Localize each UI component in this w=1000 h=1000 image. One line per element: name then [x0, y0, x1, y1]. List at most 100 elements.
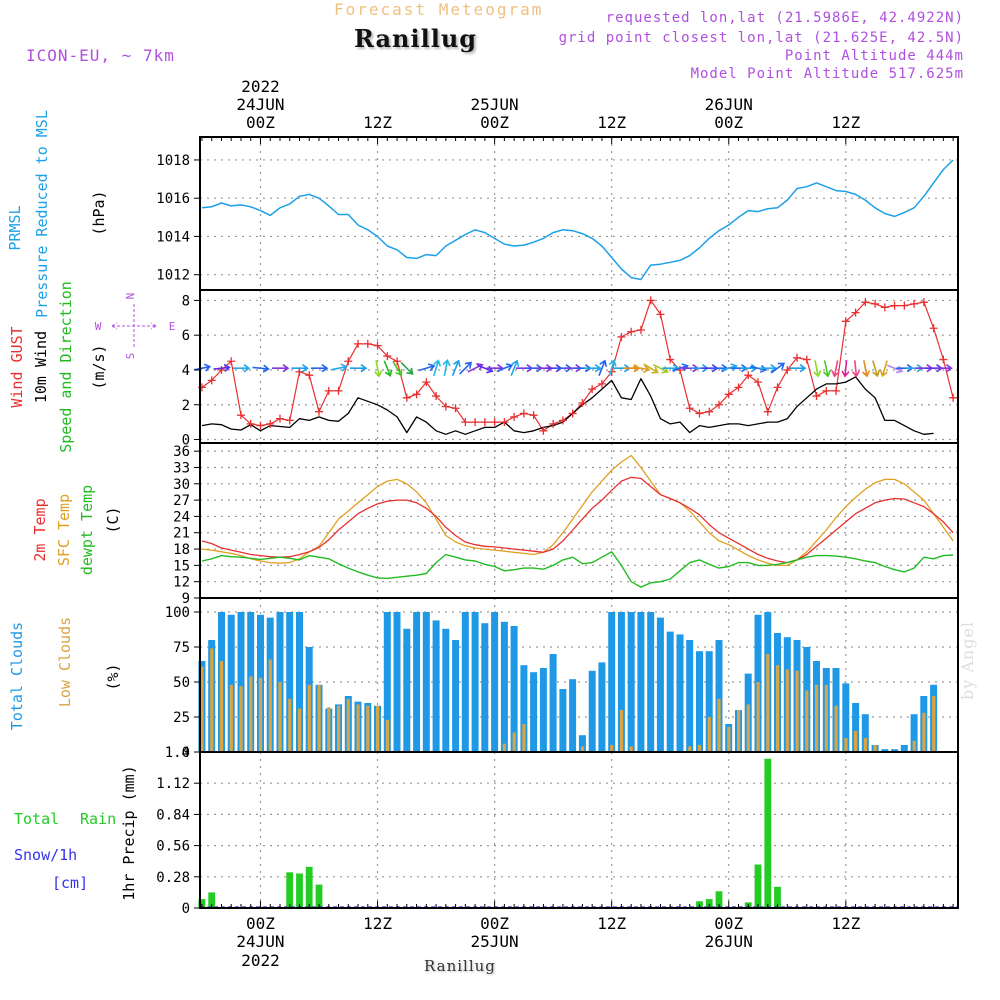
gust-marker [256, 421, 265, 430]
total-clouds-bar [539, 668, 547, 752]
low-clouds-bar [366, 705, 370, 752]
wind-ytick-label: 4 [182, 363, 190, 379]
gust-marker [773, 383, 782, 392]
total-clouds-bar [715, 640, 723, 752]
total-clouds-bar [705, 651, 713, 752]
precip-label-axis: 1hr Precip (mm) [120, 765, 138, 900]
total-clouds-bar [578, 735, 586, 752]
wind-direction-arrow [759, 364, 778, 373]
bottom-hour-label: 12Z [831, 914, 860, 933]
wind-direction-arrow [510, 359, 520, 376]
gust-marker [812, 392, 821, 401]
low-clouds-bar [317, 684, 321, 752]
pressure-ytick-label: 1016 [156, 191, 190, 207]
gust-marker [236, 411, 245, 420]
temperature-panel-bg [200, 443, 958, 598]
wind-direction-arrow [935, 364, 953, 373]
gust-marker [519, 409, 528, 418]
wind-ytick-label: 0 [182, 433, 190, 449]
low-clouds-bar [239, 686, 243, 752]
precipitation-ytick-label: 0.56 [156, 839, 190, 855]
pressure-label-unit: (hPa) [90, 190, 108, 235]
low-clouds-bar [249, 676, 253, 752]
precipitation-ytick-label: 0.84 [156, 807, 190, 823]
gust-marker [324, 386, 333, 395]
gust-marker [714, 400, 723, 409]
low-clouds-bar [307, 684, 311, 752]
gust-marker [334, 386, 343, 395]
pressure-label-prmsl: PRMSL [6, 205, 24, 250]
bottom-date-label: 26JUN [705, 932, 753, 951]
low-clouds-bar [805, 690, 809, 752]
temperature-ytick-label: 36 [173, 444, 190, 460]
requested-coordinates: requested lon,lat (21.5986E, 42.4922N) [605, 10, 964, 26]
gust-marker [705, 407, 714, 416]
gust-marker [802, 355, 811, 364]
total-clouds-bar [286, 612, 294, 752]
gust-marker [646, 296, 655, 305]
low-clouds-bar [776, 665, 780, 752]
gust-marker [285, 416, 294, 425]
total-clouds-bar [842, 683, 850, 752]
bottom-date-label: 24JUN [236, 932, 284, 951]
gust-marker [422, 378, 431, 387]
gust-marker [354, 339, 363, 348]
wind-direction-arrow [433, 359, 442, 377]
low-clouds-bar [932, 696, 936, 752]
gust-marker [578, 399, 587, 408]
wind-direction-arrow [879, 360, 888, 378]
rain-bar [774, 886, 781, 908]
temp-label-dewpt: dewpt Temp [78, 485, 96, 575]
total-clouds-bar [852, 703, 860, 752]
gust-marker [636, 325, 645, 334]
wind-direction-arrow [841, 360, 850, 378]
gust-marker [539, 426, 548, 435]
temp-label-2m: 2m Temp [31, 498, 49, 561]
low-clouds-bar [922, 712, 926, 752]
temperature-ytick-label: 21 [173, 526, 190, 542]
total-clouds-bar [656, 617, 664, 752]
bottom-hour-label: 12Z [363, 914, 392, 933]
gust-marker [305, 371, 314, 380]
total-clouds-bar [491, 612, 499, 752]
gust-marker [344, 357, 353, 366]
wind-direction-arrow [822, 360, 832, 378]
total-clouds-bar [530, 672, 538, 752]
low-clouds-bar [610, 745, 614, 752]
low-clouds-bar [727, 726, 731, 752]
point-altitude: Point Altitude 444m [784, 48, 964, 64]
wind-direction-arrow [400, 362, 414, 375]
gust-marker [783, 365, 792, 374]
temp-2m-line [201, 476, 954, 564]
bottom-hour-label: 00Z [480, 914, 509, 933]
compass-north: N [124, 293, 137, 300]
gust-marker [295, 367, 304, 376]
low-clouds-bar [824, 684, 828, 752]
wind-direction-arrow [252, 364, 270, 373]
gust-marker [432, 392, 441, 401]
top-hour-label: 12Z [597, 113, 626, 132]
gust-marker [500, 418, 509, 427]
precipitation-panel-frame [199, 751, 959, 909]
total-clouds-bar [510, 626, 518, 752]
wind-ytick-label: 6 [182, 328, 190, 344]
sfc-temp-line [201, 454, 954, 567]
low-clouds-bar [815, 684, 819, 752]
low-clouds-bar [619, 710, 624, 752]
temperature-ytick-label: 15 [173, 558, 190, 574]
gust-marker [656, 310, 665, 319]
total-clouds-bar [617, 612, 625, 752]
clouds-ytick-label: 100 [165, 605, 190, 621]
total-clouds-bar [500, 621, 508, 752]
wind-direction-arrow [418, 363, 436, 372]
gust-marker [597, 379, 606, 388]
low-clouds-bar [512, 732, 516, 752]
gust-marker [617, 332, 626, 341]
wind-direction-arrow [672, 363, 689, 372]
low-clouds-bar [298, 708, 302, 752]
gust-marker [558, 416, 567, 425]
low-clouds-bar [385, 719, 389, 752]
temperature-ytick-label: 24 [173, 509, 190, 525]
pressure-panel-bg [200, 137, 958, 290]
